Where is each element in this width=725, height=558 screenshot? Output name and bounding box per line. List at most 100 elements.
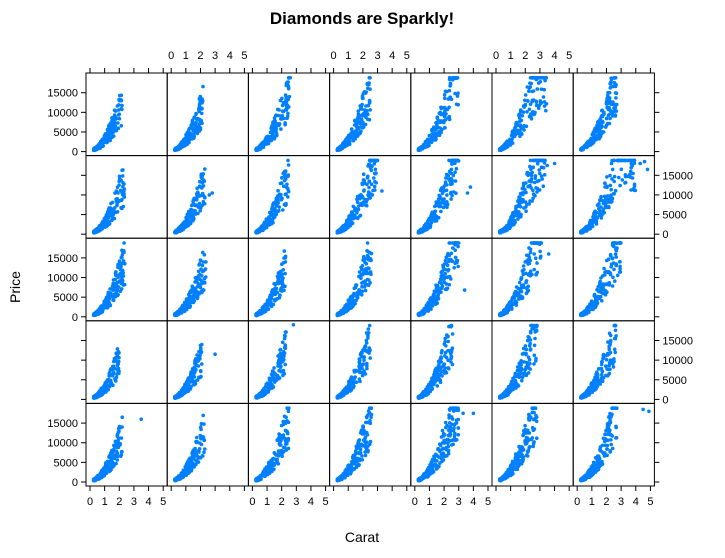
data-point (505, 224, 509, 228)
data-point (198, 208, 202, 213)
data-point (201, 260, 206, 264)
data-point (445, 183, 449, 187)
data-point (603, 181, 607, 185)
data-point (433, 204, 437, 209)
data-point (281, 184, 286, 188)
data-point (446, 269, 450, 273)
data-point (356, 125, 360, 130)
x-tick-label: 3 (537, 50, 543, 62)
data-point (291, 323, 296, 327)
data-point (629, 188, 633, 192)
panel (572, 72, 655, 157)
data-point (118, 289, 123, 294)
data-point (595, 127, 599, 132)
data-point (195, 295, 200, 300)
data-point (447, 117, 452, 122)
data-point (443, 96, 447, 101)
data-point (447, 77, 452, 82)
data-point (116, 362, 120, 366)
data-point (456, 103, 461, 107)
data-point (260, 388, 265, 393)
y-tick-label: 5000 (54, 127, 78, 139)
data-point (283, 362, 288, 367)
data-point (528, 164, 532, 169)
data-point (195, 193, 200, 198)
data-point (524, 209, 528, 213)
data-point (105, 306, 110, 310)
data-point (602, 266, 606, 271)
x-tick-label: 3 (374, 50, 380, 62)
data-point (421, 227, 425, 232)
data-point (427, 137, 431, 142)
data-point (194, 279, 198, 284)
data-point (189, 207, 193, 212)
data-point (612, 109, 617, 114)
data-point (603, 273, 607, 277)
panel (247, 72, 331, 157)
data-point (256, 312, 260, 317)
data-point (587, 307, 592, 311)
data-point (526, 184, 530, 189)
data-point (284, 192, 288, 196)
data-point (259, 228, 264, 232)
data-point (435, 216, 440, 220)
data-point (92, 229, 97, 233)
data-point (284, 201, 288, 206)
data-point (366, 112, 370, 117)
x-tick-label: 2 (197, 50, 203, 62)
data-point (286, 195, 290, 199)
data-point (349, 127, 354, 131)
data-point (434, 128, 438, 132)
data-point (542, 173, 547, 177)
data-point (373, 188, 377, 192)
data-point (282, 354, 286, 358)
data-point (372, 171, 377, 176)
data-point (113, 118, 117, 122)
data-point (276, 113, 281, 118)
data-point (521, 184, 526, 189)
data-point (454, 166, 459, 171)
data-point (434, 301, 438, 306)
data-point (539, 165, 544, 169)
data-point (199, 347, 203, 351)
data-point (355, 210, 359, 215)
data-point (612, 267, 616, 272)
data-point (439, 277, 443, 281)
panel (85, 237, 168, 322)
data-point (509, 306, 514, 310)
data-point (117, 116, 122, 121)
data-point (270, 384, 275, 389)
data-point (521, 197, 525, 202)
data-point (632, 182, 637, 187)
data-point (595, 216, 600, 220)
data-point (530, 99, 534, 104)
data-point (276, 188, 280, 193)
data-point (455, 158, 460, 163)
data-point (112, 356, 117, 361)
data-point (592, 210, 597, 215)
data-point (200, 342, 204, 347)
data-point (174, 311, 178, 316)
data-point (623, 180, 628, 185)
data-point (509, 133, 514, 138)
data-point (516, 128, 520, 133)
data-point (608, 183, 613, 188)
data-point (607, 112, 611, 117)
data-point (445, 205, 449, 210)
data-point (540, 177, 544, 181)
data-point (273, 290, 277, 295)
data-point (362, 254, 366, 259)
data-point (120, 174, 125, 178)
data-point (598, 294, 603, 299)
data-point (599, 286, 604, 291)
data-point (608, 116, 612, 121)
data-point (445, 200, 449, 204)
x-tick-label: 1 (183, 50, 189, 62)
data-point (367, 76, 372, 80)
data-point (177, 227, 182, 232)
data-point (537, 76, 541, 80)
data-point (535, 87, 540, 91)
data-point (269, 130, 273, 134)
y-tick-label: 10000 (47, 273, 78, 285)
